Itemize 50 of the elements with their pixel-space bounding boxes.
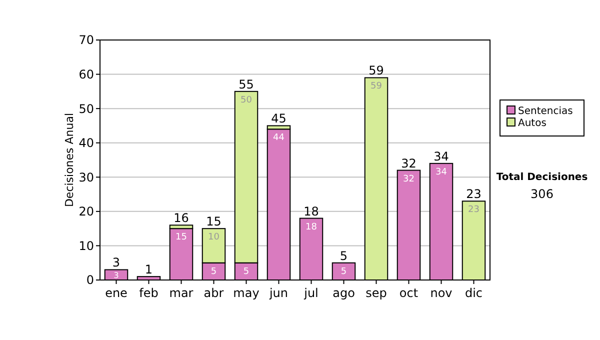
data-label: 5 xyxy=(210,266,217,277)
text: Total Decisiones xyxy=(496,172,588,183)
x-tick-label: sep xyxy=(366,286,387,300)
y-tick-label: 0 xyxy=(86,273,94,288)
total-label: 3 xyxy=(112,256,120,270)
total-label: 16 xyxy=(174,211,189,226)
data-label: 10 xyxy=(208,232,220,243)
data-label: 15 xyxy=(176,232,187,243)
data-label: 32 xyxy=(403,174,414,184)
total-label: 23 xyxy=(466,187,482,202)
y-tick-label: 10 xyxy=(78,238,94,253)
x-tick-label: oct xyxy=(399,286,418,300)
x-tick-label: feb xyxy=(139,286,158,300)
x-tick-label: may xyxy=(233,286,260,300)
x-tick-label: nov xyxy=(430,286,452,300)
x-tick-label: jul xyxy=(303,286,318,300)
y-axis-title: Decisiones Anual xyxy=(63,112,76,208)
y-tick-label: 40 xyxy=(78,136,94,150)
total-label: 55 xyxy=(238,77,254,92)
data-label: 59 xyxy=(370,82,382,92)
total-label: 32 xyxy=(401,156,416,170)
data-label: 5 xyxy=(340,266,347,277)
x-tick-label: abr xyxy=(204,286,224,300)
y-tick-label: 60 xyxy=(78,67,94,82)
data-label: 5 xyxy=(243,266,250,277)
data-label: 34 xyxy=(436,167,448,178)
text: 306 xyxy=(530,187,554,201)
y-tick-label: 70 xyxy=(78,33,94,48)
total-label: 45 xyxy=(271,112,286,126)
x-tick-label: jun xyxy=(268,286,288,300)
x-tick-label: ago xyxy=(332,286,355,300)
total-label: 1 xyxy=(144,262,153,277)
y-tick-label: 50 xyxy=(78,102,94,116)
data-label: 23 xyxy=(468,205,480,216)
data-label: 44 xyxy=(273,133,285,144)
legend-label: Sentencias xyxy=(518,106,573,117)
x-tick-label: mar xyxy=(169,286,194,300)
y-tick-label: 30 xyxy=(78,170,94,184)
total-label: 15 xyxy=(206,214,222,229)
total-label: 5 xyxy=(340,248,348,263)
total-label: 34 xyxy=(434,149,449,164)
x-tick-label: dic xyxy=(464,286,483,300)
data-label: 3 xyxy=(114,270,119,280)
legend-label: Autos xyxy=(518,118,546,129)
x-tick-label: ene xyxy=(105,286,128,300)
total-label: 18 xyxy=(304,204,319,218)
data-label: 18 xyxy=(306,222,318,232)
y-tick-label: 20 xyxy=(78,204,94,219)
data-label: 50 xyxy=(240,95,252,106)
total-label: 59 xyxy=(368,64,384,78)
